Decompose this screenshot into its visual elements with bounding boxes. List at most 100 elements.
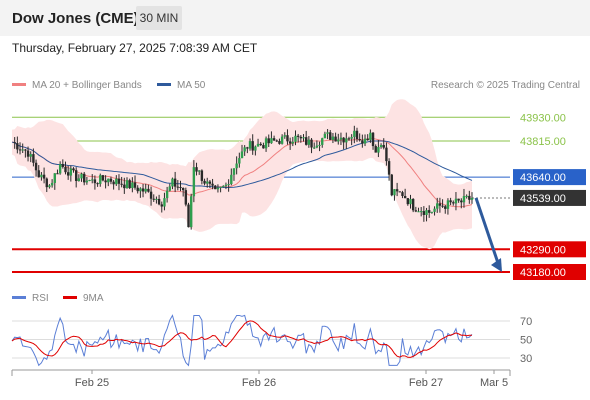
candle-body <box>267 138 270 144</box>
header-bar: Dow Jones (CME) 30 MIN <box>0 0 590 36</box>
candle-body <box>401 192 404 196</box>
rsi-level-label: 30 <box>520 353 532 365</box>
price-label-43930.00: 43930.00 <box>520 112 566 124</box>
rsi-label: RSI <box>32 293 49 304</box>
candle-body <box>454 198 458 204</box>
candle-body <box>291 141 295 144</box>
candle-body <box>208 181 212 184</box>
candle-body <box>321 138 324 145</box>
candle-body <box>262 145 265 149</box>
rsi-9ma-line <box>11 320 473 358</box>
candle-body <box>101 175 105 181</box>
candle-body <box>117 178 121 184</box>
candle-body <box>184 190 188 205</box>
candle-body <box>374 146 377 153</box>
candle-body <box>69 168 73 176</box>
candle-body <box>104 180 107 183</box>
candle-body <box>350 136 353 139</box>
candle-body <box>419 211 423 213</box>
candle-body <box>80 173 83 179</box>
candle-body <box>259 143 262 146</box>
candle-body <box>329 132 332 140</box>
candle-body <box>248 141 252 149</box>
candle-body <box>371 132 375 147</box>
candle-body <box>232 168 236 175</box>
candle-body <box>403 195 407 199</box>
price-label-43180.00: 43180.00 <box>520 267 566 279</box>
candle-body <box>179 187 182 189</box>
candle-body <box>385 147 388 162</box>
candle-body <box>112 181 115 185</box>
candle-body <box>192 167 196 197</box>
candle-body <box>45 178 48 188</box>
candle-body <box>176 186 180 188</box>
price-tag-bg <box>513 264 586 280</box>
candle-body <box>278 140 281 144</box>
forecast-arrow-head <box>491 258 502 272</box>
candle-body <box>96 183 99 185</box>
candle-body <box>444 206 447 209</box>
candle-body <box>171 178 174 187</box>
candle-body <box>107 178 110 183</box>
candle-body <box>168 186 171 191</box>
candle-body <box>214 185 217 190</box>
candle-body <box>430 211 434 213</box>
candle-body <box>13 142 16 144</box>
candle-body <box>32 154 35 163</box>
candle-body <box>235 163 238 169</box>
candle-body <box>294 135 297 142</box>
candle-body <box>21 149 24 151</box>
ma20-line <box>11 137 473 208</box>
interval-button[interactable]: 30 MIN <box>136 6 182 30</box>
candle-body <box>353 130 356 137</box>
candle-body <box>283 135 286 137</box>
candle-body <box>414 210 418 212</box>
ma9-swatch <box>63 295 77 299</box>
candle-body <box>24 149 27 151</box>
candle-body <box>395 189 399 192</box>
candle-body <box>58 164 62 174</box>
candle-body <box>470 197 474 200</box>
candle-body <box>187 204 190 228</box>
candle-body <box>243 147 246 152</box>
candle-body <box>37 170 40 178</box>
price-label-43539.00: 43539.00 <box>520 193 566 205</box>
candle-body <box>165 190 169 199</box>
candle-body <box>296 135 300 137</box>
candle-body <box>302 137 305 139</box>
candle-body <box>26 150 30 157</box>
candle-body <box>136 187 139 192</box>
candle-body <box>409 198 412 205</box>
price-label-43640.00: 43640.00 <box>520 172 566 184</box>
candle-body <box>93 179 97 184</box>
candle-body <box>318 144 321 146</box>
rsi-level-label: 70 <box>520 316 532 328</box>
candle-body <box>272 138 276 141</box>
candle-body <box>198 170 201 172</box>
candle-body <box>460 200 463 203</box>
candle-body <box>280 136 284 144</box>
candle-body <box>275 140 278 142</box>
copyright-text: Research © 2025 Trading Central <box>430 80 580 91</box>
ma20-label: MA 20 + Bollinger Bands <box>32 80 142 91</box>
candle-body <box>120 183 123 185</box>
candle-body <box>379 145 383 148</box>
rsi-swatch <box>12 295 26 299</box>
candle-body <box>345 138 348 143</box>
candle-body <box>149 191 153 199</box>
candle-body <box>347 138 351 140</box>
legend-9ma: 9MA <box>63 293 104 304</box>
candle-body <box>144 188 147 192</box>
candle-body <box>313 147 316 149</box>
candle-body <box>390 174 393 196</box>
candle-body <box>326 132 329 134</box>
datetime-label: Thursday, February 27, 2025 7:08:39 AM C… <box>12 41 258 55</box>
candle-body <box>222 185 225 187</box>
candle-body <box>238 158 241 164</box>
candle-body <box>310 139 313 148</box>
candle-body <box>270 138 273 144</box>
candle-body <box>457 198 460 201</box>
candle-body <box>141 188 145 192</box>
ma20-swatch <box>12 82 26 86</box>
